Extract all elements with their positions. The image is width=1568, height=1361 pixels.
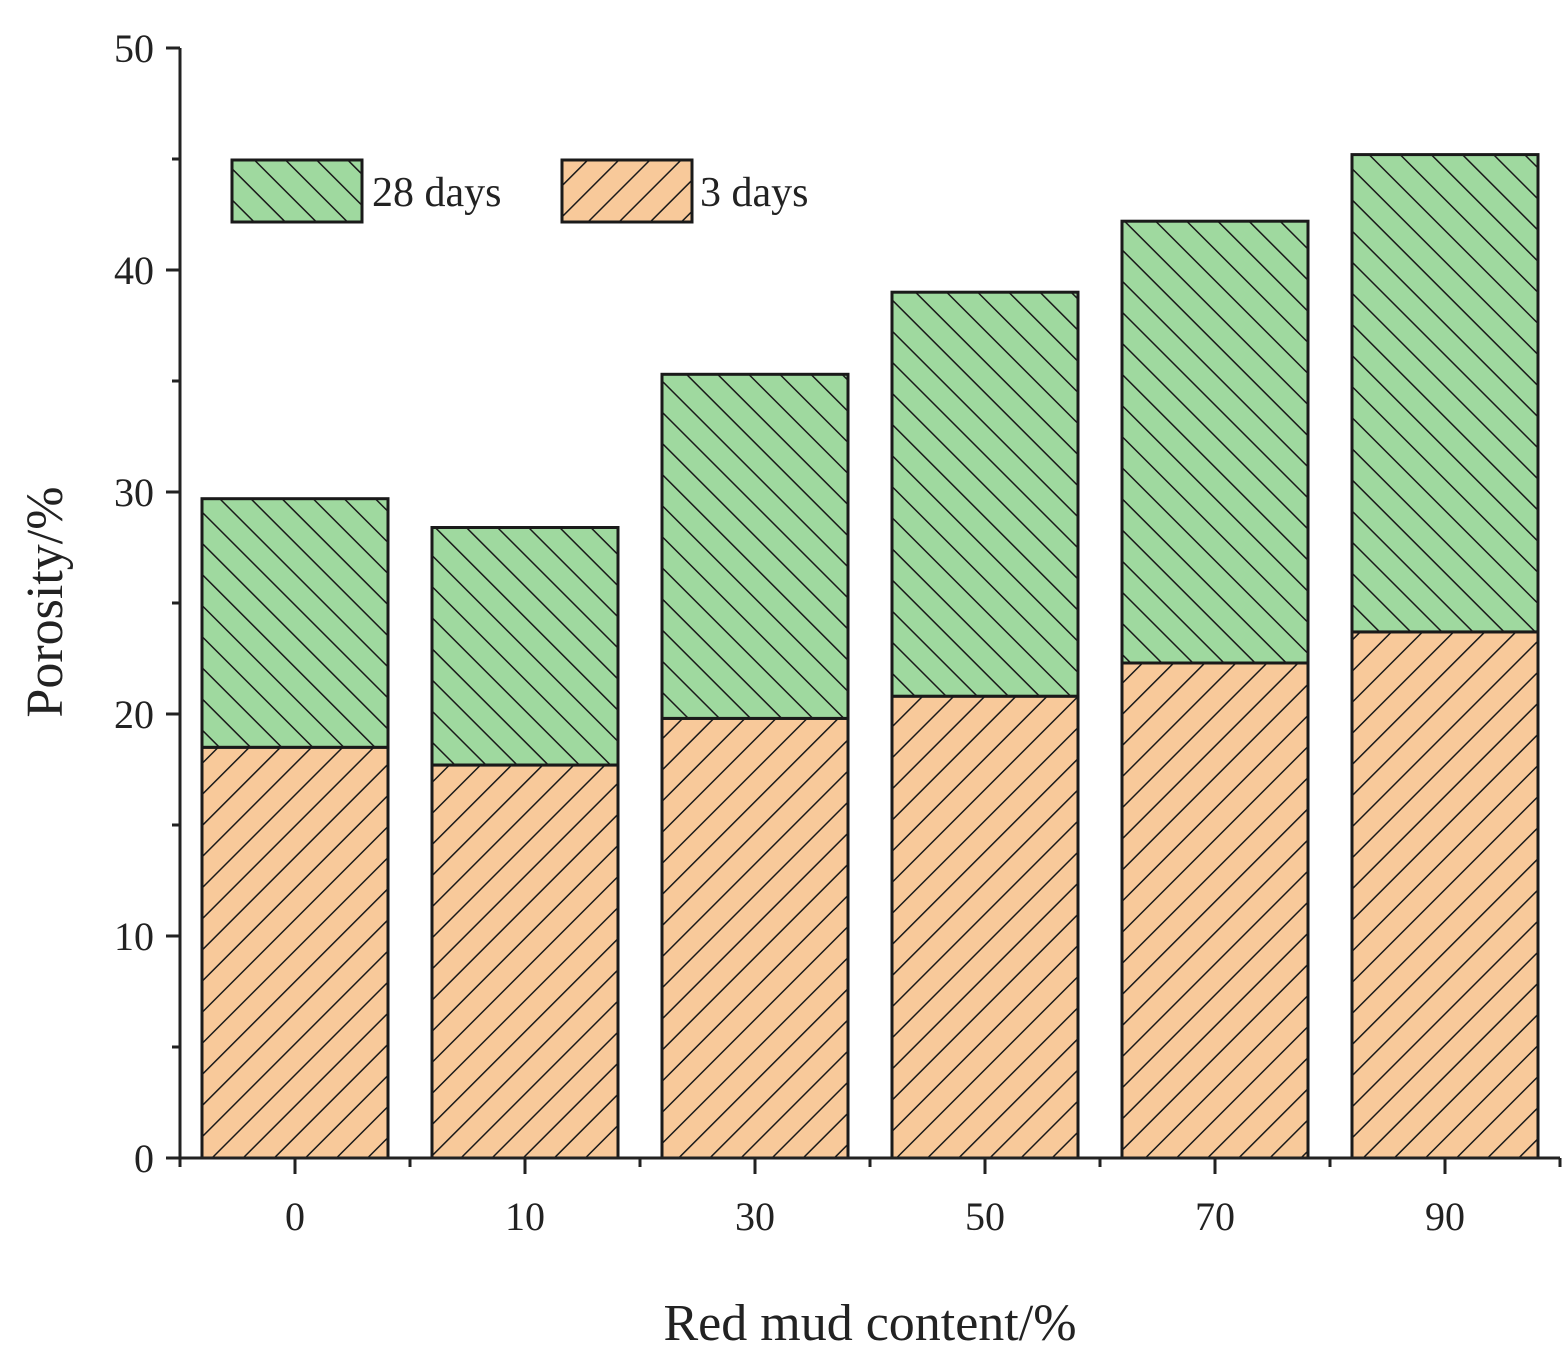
legend-label-3-days: 3 days: [700, 170, 809, 216]
bar-28-days-30: [660, 372, 850, 720]
bar-28-days-70: [1120, 219, 1310, 665]
bar-28-days-10: [430, 526, 620, 767]
x-tick-label: 70: [1195, 1194, 1235, 1239]
axes-group: 0 10 20 30 40 50 0 10 30 50 70 90: [114, 26, 1562, 1239]
bar-3-days-50: [890, 694, 1080, 1160]
x-tick-label: 0: [285, 1194, 305, 1239]
bar-28-days-90: [1350, 153, 1540, 634]
legend-swatch-3-days: [560, 158, 694, 224]
legend: 28 days 3 days: [230, 158, 809, 224]
bar-28-days-0: [200, 497, 390, 749]
legend-label-28-days: 28 days: [372, 170, 502, 216]
x-tick-label: 30: [735, 1194, 775, 1239]
y-tick-label: 10: [114, 914, 154, 959]
bar-3-days-90: [1350, 630, 1540, 1160]
bar-28-days-50: [890, 290, 1080, 698]
bar-3-days-0: [200, 745, 390, 1160]
bar-3-days-70: [1120, 661, 1310, 1160]
y-tick-label: 50: [114, 26, 154, 71]
bar-3-days-30: [660, 716, 850, 1160]
bar-3-days-10: [430, 763, 620, 1160]
y-tick-label: 40: [114, 248, 154, 293]
x-tick-label: 90: [1425, 1194, 1465, 1239]
y-tick-label: 20: [114, 692, 154, 737]
bars-group: [200, 153, 1540, 1160]
y-tick-label: 0: [134, 1136, 154, 1181]
x-axis-title: Red mud content/%: [663, 1295, 1076, 1352]
x-tick-label: 50: [965, 1194, 1005, 1239]
y-axis-title: Porosity/%: [17, 486, 74, 717]
legend-swatch-28-days: [230, 158, 364, 224]
x-tick-label: 10: [505, 1194, 545, 1239]
y-tick-label: 30: [114, 470, 154, 515]
